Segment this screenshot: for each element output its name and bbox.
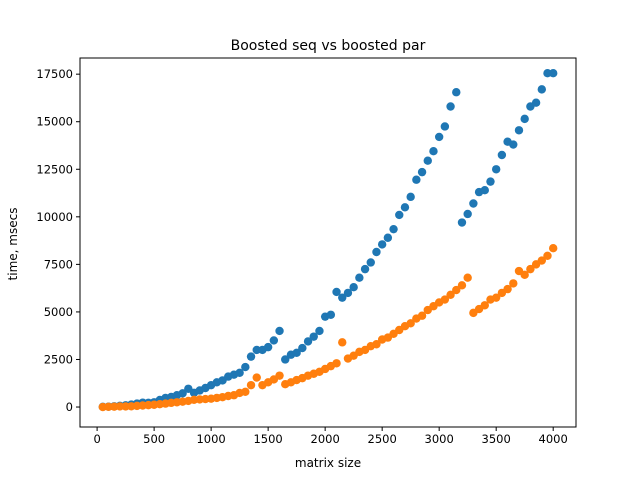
x-tick-label: 1500 [253,432,282,446]
data-point [263,342,273,352]
data-point [303,337,313,346]
data-point [389,224,398,234]
data-point [537,256,546,265]
data-point [548,69,558,78]
y-tick-label: 7500 [44,257,73,271]
data-point [406,319,415,328]
x-tick-label: 3500 [482,432,511,446]
y-tick-label: 0 [66,400,73,414]
x-tick-label: 2500 [368,432,397,446]
data-point [349,282,358,292]
data-marks [98,69,558,412]
data-point [326,310,336,319]
data-point [491,293,501,302]
series-2 [98,244,558,412]
data-point [423,156,432,165]
data-point [520,114,529,124]
data-point [480,185,489,195]
data-point [497,150,507,160]
data-point [292,348,301,358]
x-tick-label: 1000 [196,432,225,446]
data-point [463,209,472,219]
data-point [178,389,187,398]
y-tick-label: 5000 [44,305,73,319]
data-point [241,387,250,397]
data-point [355,273,364,282]
data-point [338,338,347,347]
data-point [235,368,244,377]
data-point [509,140,518,149]
data-point [332,287,341,297]
data-point [531,98,541,107]
x-tick-label: 500 [143,432,165,446]
data-point [440,122,450,131]
x-axis-label: matrix size [295,456,361,470]
data-point [452,88,461,97]
data-point [457,218,467,227]
data-point [480,301,489,310]
data-point [429,147,438,156]
data-point [526,264,535,274]
x-tick-label: 0 [93,432,100,446]
y-tick-label: 10000 [36,210,73,224]
data-point [383,233,393,242]
data-point [372,247,381,257]
data-point [548,244,558,253]
data-point [275,371,284,380]
data-point [440,295,450,304]
data-point [509,279,518,288]
data-point [281,355,290,364]
data-point [343,288,353,298]
data-point [463,273,472,282]
data-point [491,165,501,174]
data-point [434,132,444,142]
chart-title: Boosted seq vs boosted par [231,38,426,54]
data-point [452,285,461,295]
data-point [309,332,318,341]
data-point [372,340,381,349]
data-point [514,126,524,135]
y-tick-label: 17500 [36,67,73,81]
data-point [503,284,512,294]
data-point [338,293,347,302]
x-tick-label: 3000 [425,432,454,446]
data-point [412,175,421,184]
data-point [246,352,256,361]
x-tick-label: 4000 [539,432,568,446]
data-point [252,373,261,382]
data-point [400,203,410,212]
data-point [366,258,375,267]
data-point [275,326,284,336]
y-tick-label: 15000 [36,115,73,129]
data-point [417,311,427,320]
y-axis-ticks: 0 2500 5000 7500 10000 12500 15000 17500 [36,67,80,414]
data-point [469,199,478,208]
data-point [486,177,495,186]
data-point [520,270,529,280]
y-tick-label: 12500 [36,162,73,176]
data-point [269,336,279,345]
data-point [246,380,256,390]
data-point [543,251,552,261]
data-point [395,210,404,220]
data-point [332,359,341,368]
data-point [360,264,370,274]
data-point [457,281,467,290]
x-axis-ticks: 0 500 1000 1500 2000 2500 3000 3500 4000 [93,427,568,446]
x-tick-label: 2000 [311,432,340,446]
data-point [315,326,324,336]
data-point [241,362,250,372]
data-point [446,102,455,111]
axes-frame [79,57,577,428]
data-point [537,85,546,94]
data-point [417,167,427,177]
data-point [377,240,387,249]
data-point [446,290,455,300]
y-tick-label: 2500 [44,352,73,366]
data-point [406,192,415,202]
y-axis-label: time, msecs [6,208,20,281]
data-point [298,343,307,353]
